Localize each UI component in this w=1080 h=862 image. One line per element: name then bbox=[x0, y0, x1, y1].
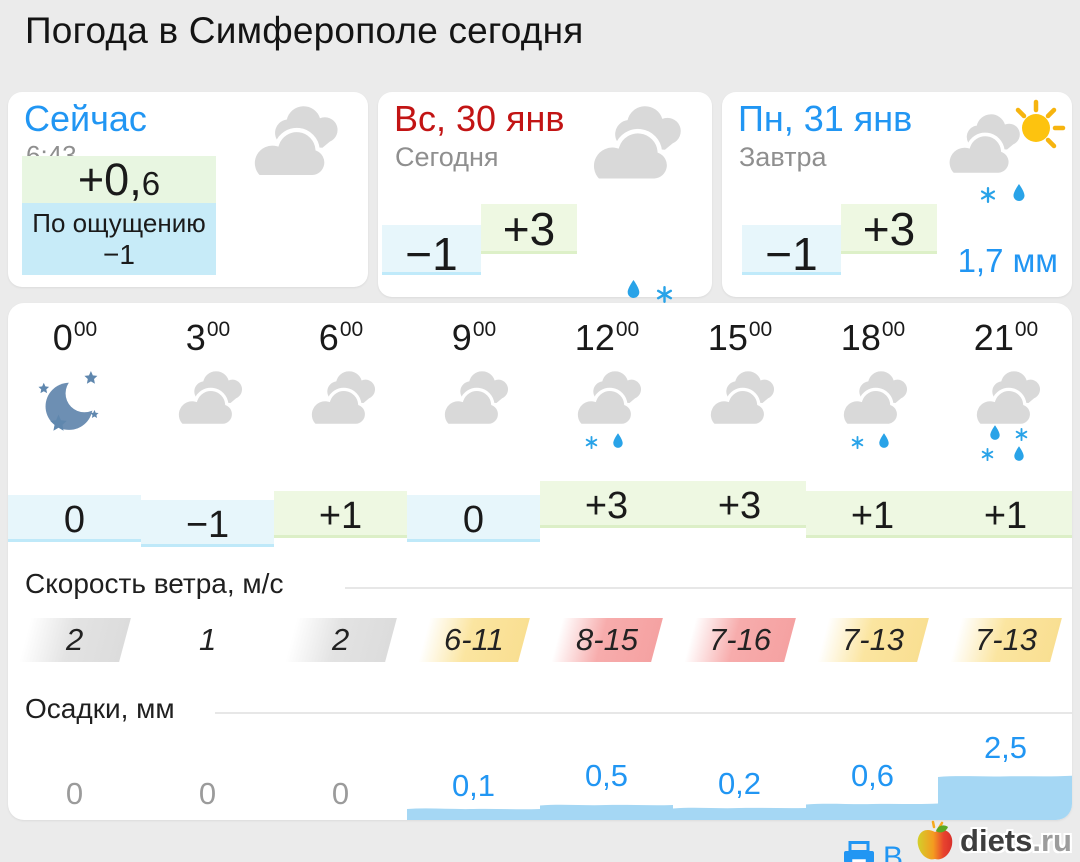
precip-value: 0,2 bbox=[717, 766, 762, 801]
wind-row: 2 1 2 6-11 8-15 7-16 7-13 7-13 bbox=[8, 618, 1072, 664]
feels-like-label: По ощущению bbox=[32, 208, 206, 238]
wind-badge: 7-13 bbox=[816, 618, 929, 662]
apple-icon bbox=[917, 820, 953, 860]
card-today[interactable]: Вс, 30 янв Сегодня −1 +3 bbox=[378, 92, 712, 297]
clouds-icon bbox=[274, 367, 407, 473]
now-temperature-frac: 6 bbox=[141, 165, 161, 202]
diets-logo[interactable]: diets .ru bbox=[914, 820, 1072, 862]
feels-like-box: По ощущению −1 bbox=[22, 203, 216, 275]
divider bbox=[215, 712, 1072, 714]
hour-label: 000 bbox=[52, 317, 98, 358]
tomorrow-sublabel: Завтра bbox=[739, 142, 827, 172]
clouds-icon bbox=[572, 106, 696, 191]
divider bbox=[345, 587, 1072, 589]
wind-badge: 7-16 bbox=[683, 618, 796, 662]
hour-label: 600 bbox=[318, 317, 364, 358]
now-label: Сейчас bbox=[24, 98, 147, 139]
partly-sunny-icon bbox=[945, 99, 1066, 177]
precip-value: 0 bbox=[65, 776, 84, 811]
printer-icon bbox=[844, 841, 874, 862]
sleet-small-icon bbox=[980, 184, 1040, 208]
hour-label: 2100 bbox=[973, 317, 1039, 358]
hour-temperature: +1 bbox=[939, 491, 1072, 538]
print-version-link[interactable]: В bbox=[843, 841, 903, 862]
moon-stars-icon bbox=[8, 367, 141, 473]
hour-temperature: +1 bbox=[274, 491, 407, 538]
wind-badge: 8-15 bbox=[550, 618, 663, 662]
hour-label: 900 bbox=[451, 317, 497, 358]
brand-suffix: .ru bbox=[1032, 823, 1072, 858]
precipitation-area-chart bbox=[407, 775, 1072, 820]
hour-temperature: −1 bbox=[141, 500, 274, 547]
brand-name: diets bbox=[960, 823, 1033, 858]
precip-value: 0 bbox=[331, 776, 350, 811]
hour-temperature: +3 bbox=[673, 481, 806, 528]
wind-badge: 6-11 bbox=[417, 618, 530, 662]
precip-value: 2,5 bbox=[983, 730, 1028, 765]
precip-value: 0,5 bbox=[584, 758, 629, 793]
wind-badge: 1 bbox=[198, 622, 217, 657]
hour-temperature: +1 bbox=[806, 491, 939, 538]
clouds-icon bbox=[141, 367, 274, 473]
tomorrow-date: Пн, 31 янв bbox=[738, 98, 913, 139]
page-title: Погода в Симферополе сегодня bbox=[25, 10, 584, 51]
card-tomorrow[interactable]: Пн, 31 янв Завтра −1 +3 1,7 мм bbox=[722, 92, 1072, 297]
hour-label: 1500 bbox=[707, 317, 773, 358]
wind-badge: 2 bbox=[18, 618, 131, 662]
today-sublabel: Сегодня bbox=[395, 142, 499, 172]
temperature-row: 0 −1 +1 0 +3 +3 +1 +1 bbox=[8, 473, 1072, 563]
hour-label: 1200 bbox=[574, 317, 640, 358]
hourly-forecast-panel: 000 300 600 900 1200 1500 1800 2100 bbox=[8, 303, 1072, 820]
wind-section-title: Скорость ветра, м/с bbox=[25, 568, 284, 599]
clouds-icon bbox=[673, 367, 806, 473]
precip-value: 0,6 bbox=[850, 758, 895, 793]
hour-temperature: 0 bbox=[407, 495, 540, 542]
clouds-snow-rain-icon bbox=[939, 367, 1072, 473]
cloudy-icon bbox=[234, 106, 352, 187]
hour-label: 300 bbox=[185, 317, 231, 358]
today-temp-max: +3 bbox=[481, 204, 577, 254]
card-now[interactable]: Сейчас 6:43 +0,6 По ощущению −1 bbox=[8, 92, 368, 287]
precip-value: 0 bbox=[198, 776, 217, 811]
feels-like-value: −1 bbox=[103, 239, 135, 270]
now-temperature-main: +0, bbox=[77, 154, 142, 205]
tomorrow-temp-max: +3 bbox=[841, 204, 937, 254]
hour-temperature: +3 bbox=[540, 481, 673, 528]
tomorrow-temp-min: −1 bbox=[742, 225, 841, 280]
icons-row bbox=[8, 367, 1072, 473]
wind-badge: 7-13 bbox=[949, 618, 1062, 662]
hour-temperature: 0 bbox=[8, 495, 141, 542]
hour-label: 1800 bbox=[840, 317, 906, 358]
precipitation-section-title: Осадки, мм bbox=[25, 693, 175, 724]
tomorrow-precipitation: 1,7 мм bbox=[957, 242, 1058, 279]
clouds-sleet-icon bbox=[806, 367, 939, 473]
clouds-sleet-icon bbox=[540, 367, 673, 473]
today-temp-min: −1 bbox=[382, 225, 481, 280]
now-temperature: +0,6 bbox=[22, 156, 216, 203]
precip-value: 0,1 bbox=[451, 768, 496, 803]
print-link-label: В bbox=[883, 841, 904, 862]
today-date: Вс, 30 янв bbox=[394, 98, 565, 139]
clouds-icon bbox=[407, 367, 540, 473]
wind-badge: 2 bbox=[284, 618, 397, 662]
hours-row: 000 300 600 900 1200 1500 1800 2100 bbox=[8, 317, 1072, 359]
